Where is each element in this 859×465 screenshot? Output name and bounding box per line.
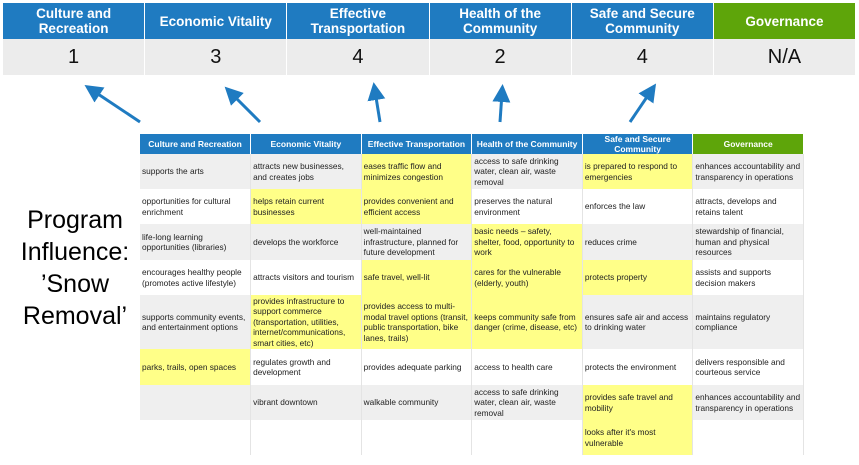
- table-cell: develops the workforce: [250, 224, 362, 260]
- table-cell: delivers responsible and courteous servi…: [692, 349, 804, 385]
- top-header: Effective Transportation: [287, 3, 430, 39]
- table-row: life-long learning opportunities (librar…: [140, 224, 804, 260]
- table-row: encourages healthy people (promotes acti…: [140, 260, 804, 295]
- table-cell: [692, 420, 804, 455]
- top-value: 1: [3, 39, 146, 75]
- top-value: N/A: [713, 39, 857, 75]
- table-cell: parks, trails, open spaces: [140, 349, 252, 385]
- top-value: 2: [429, 39, 572, 75]
- table-cell: provides infrastructure to support comme…: [250, 295, 362, 349]
- column-header: Health of the Community: [471, 134, 583, 154]
- table-cell: enforces the law: [582, 189, 694, 224]
- top-value: 4: [571, 39, 714, 75]
- column-header: Economic Vitality: [250, 134, 362, 154]
- table-cell: [361, 420, 473, 455]
- arrow-icon: [224, 86, 262, 124]
- top-header: Governance: [713, 3, 857, 39]
- arrows: [84, 82, 657, 124]
- top-header: Health of the Community: [429, 3, 572, 39]
- table-row: looks after it's most vulnerable: [140, 420, 804, 455]
- top-value: 3: [145, 39, 288, 75]
- table-row: supports the arts attracts new businesses…: [140, 154, 804, 189]
- arrow-icon: [84, 85, 141, 124]
- table-cell: reduces crime: [582, 224, 694, 260]
- table-cell: is prepared to respond to emergencies: [582, 154, 694, 189]
- program-influence-label: Program Influence: ’Snow Removal’: [20, 206, 130, 330]
- table-cell: keeps community safe from danger (crime,…: [471, 295, 583, 349]
- arrow-icon: [628, 83, 657, 123]
- table-cell: [471, 420, 583, 455]
- column-header: Safe and Secure Community: [582, 134, 694, 154]
- table-cell: encourages healthy people (promotes acti…: [140, 260, 252, 295]
- table-cell: opportunities for cultural enrichment: [140, 189, 252, 224]
- top-header: Economic Vitality: [145, 3, 288, 39]
- table-cell: ensures safe air and access to drinking …: [582, 295, 694, 349]
- table-cell: [250, 420, 362, 455]
- top-header: Safe and Secure Community: [571, 3, 714, 39]
- table-cell: helps retain current businesses: [250, 189, 362, 224]
- table-row: vibrant downtown walkable community access…: [140, 385, 804, 420]
- table-cell: regulates growth and development: [250, 349, 362, 385]
- table-cell: well-maintained infrastructure, planned …: [361, 224, 473, 260]
- table-cell: access to safe drinking water, clean air…: [471, 385, 583, 420]
- table-cell: [140, 385, 252, 420]
- table-cell: provides convenient and efficient access: [361, 189, 473, 224]
- table-cell: preserves the natural environment: [471, 189, 583, 224]
- table-cell: assists and supports decision makers: [692, 260, 804, 295]
- table-cell: life-long learning opportunities (librar…: [140, 224, 252, 260]
- table-row: parks, trails, open spaces regulates grow…: [140, 349, 804, 385]
- column-header: Governance: [692, 134, 804, 154]
- column-header: Effective Transportation: [361, 134, 473, 154]
- table-cell: enhances accountability and transparency…: [692, 385, 804, 420]
- table-cell: attracts new businesses, and creates job…: [250, 154, 362, 189]
- top-header: Culture and Recreation: [3, 3, 146, 39]
- influence-table: Culture and Recreation Economic Vitality E…: [140, 134, 804, 455]
- table-cell: provides adequate parking: [361, 349, 473, 385]
- table-cell: access to safe drinking water, clean air…: [471, 154, 583, 189]
- arrow-icon: [492, 84, 511, 123]
- table-cell: stewardship of financial, human and phys…: [692, 224, 804, 260]
- table-cell: maintains regulatory compliance: [692, 295, 804, 349]
- table-cell: supports community events, and entertain…: [140, 295, 252, 349]
- column-header: Culture and Recreation: [140, 134, 252, 154]
- table-cell: protects the environment: [582, 349, 694, 385]
- table-cell: cares for the vulnerable (elderly, youth…: [471, 260, 583, 295]
- table-cell: eases traffic flow and minimizes congest…: [361, 154, 473, 189]
- table-cell: access to health care: [471, 349, 583, 385]
- table-cell: supports the arts: [140, 154, 252, 189]
- arrow-icon: [367, 82, 386, 123]
- table-cell: protects property: [582, 260, 694, 295]
- table-cell: attracts visitors and tourism: [250, 260, 362, 295]
- table-cell: walkable community: [361, 385, 473, 420]
- table-cell: basic needs – safety, shelter, food, opp…: [471, 224, 583, 260]
- table-row: opportunities for cultural enrichment hel…: [140, 189, 804, 224]
- table-cell: safe travel, well-lit: [361, 260, 473, 295]
- table-cell: [140, 420, 252, 455]
- top-value: 4: [287, 39, 430, 75]
- table-row: supports community events, and entertain…: [140, 295, 804, 349]
- score-summary: Culture and Recreation Economic Vitality E…: [3, 3, 857, 75]
- table-cell: enhances accountability and transparency…: [692, 154, 804, 189]
- table-cell: attracts, develops and retains talent: [692, 189, 804, 224]
- table-cell: provides safe travel and mobility: [582, 385, 694, 420]
- table-cell: vibrant downtown: [250, 385, 362, 420]
- table-cell: looks after it's most vulnerable: [582, 420, 694, 455]
- table-cell: provides access to multi-modal travel op…: [361, 295, 473, 349]
